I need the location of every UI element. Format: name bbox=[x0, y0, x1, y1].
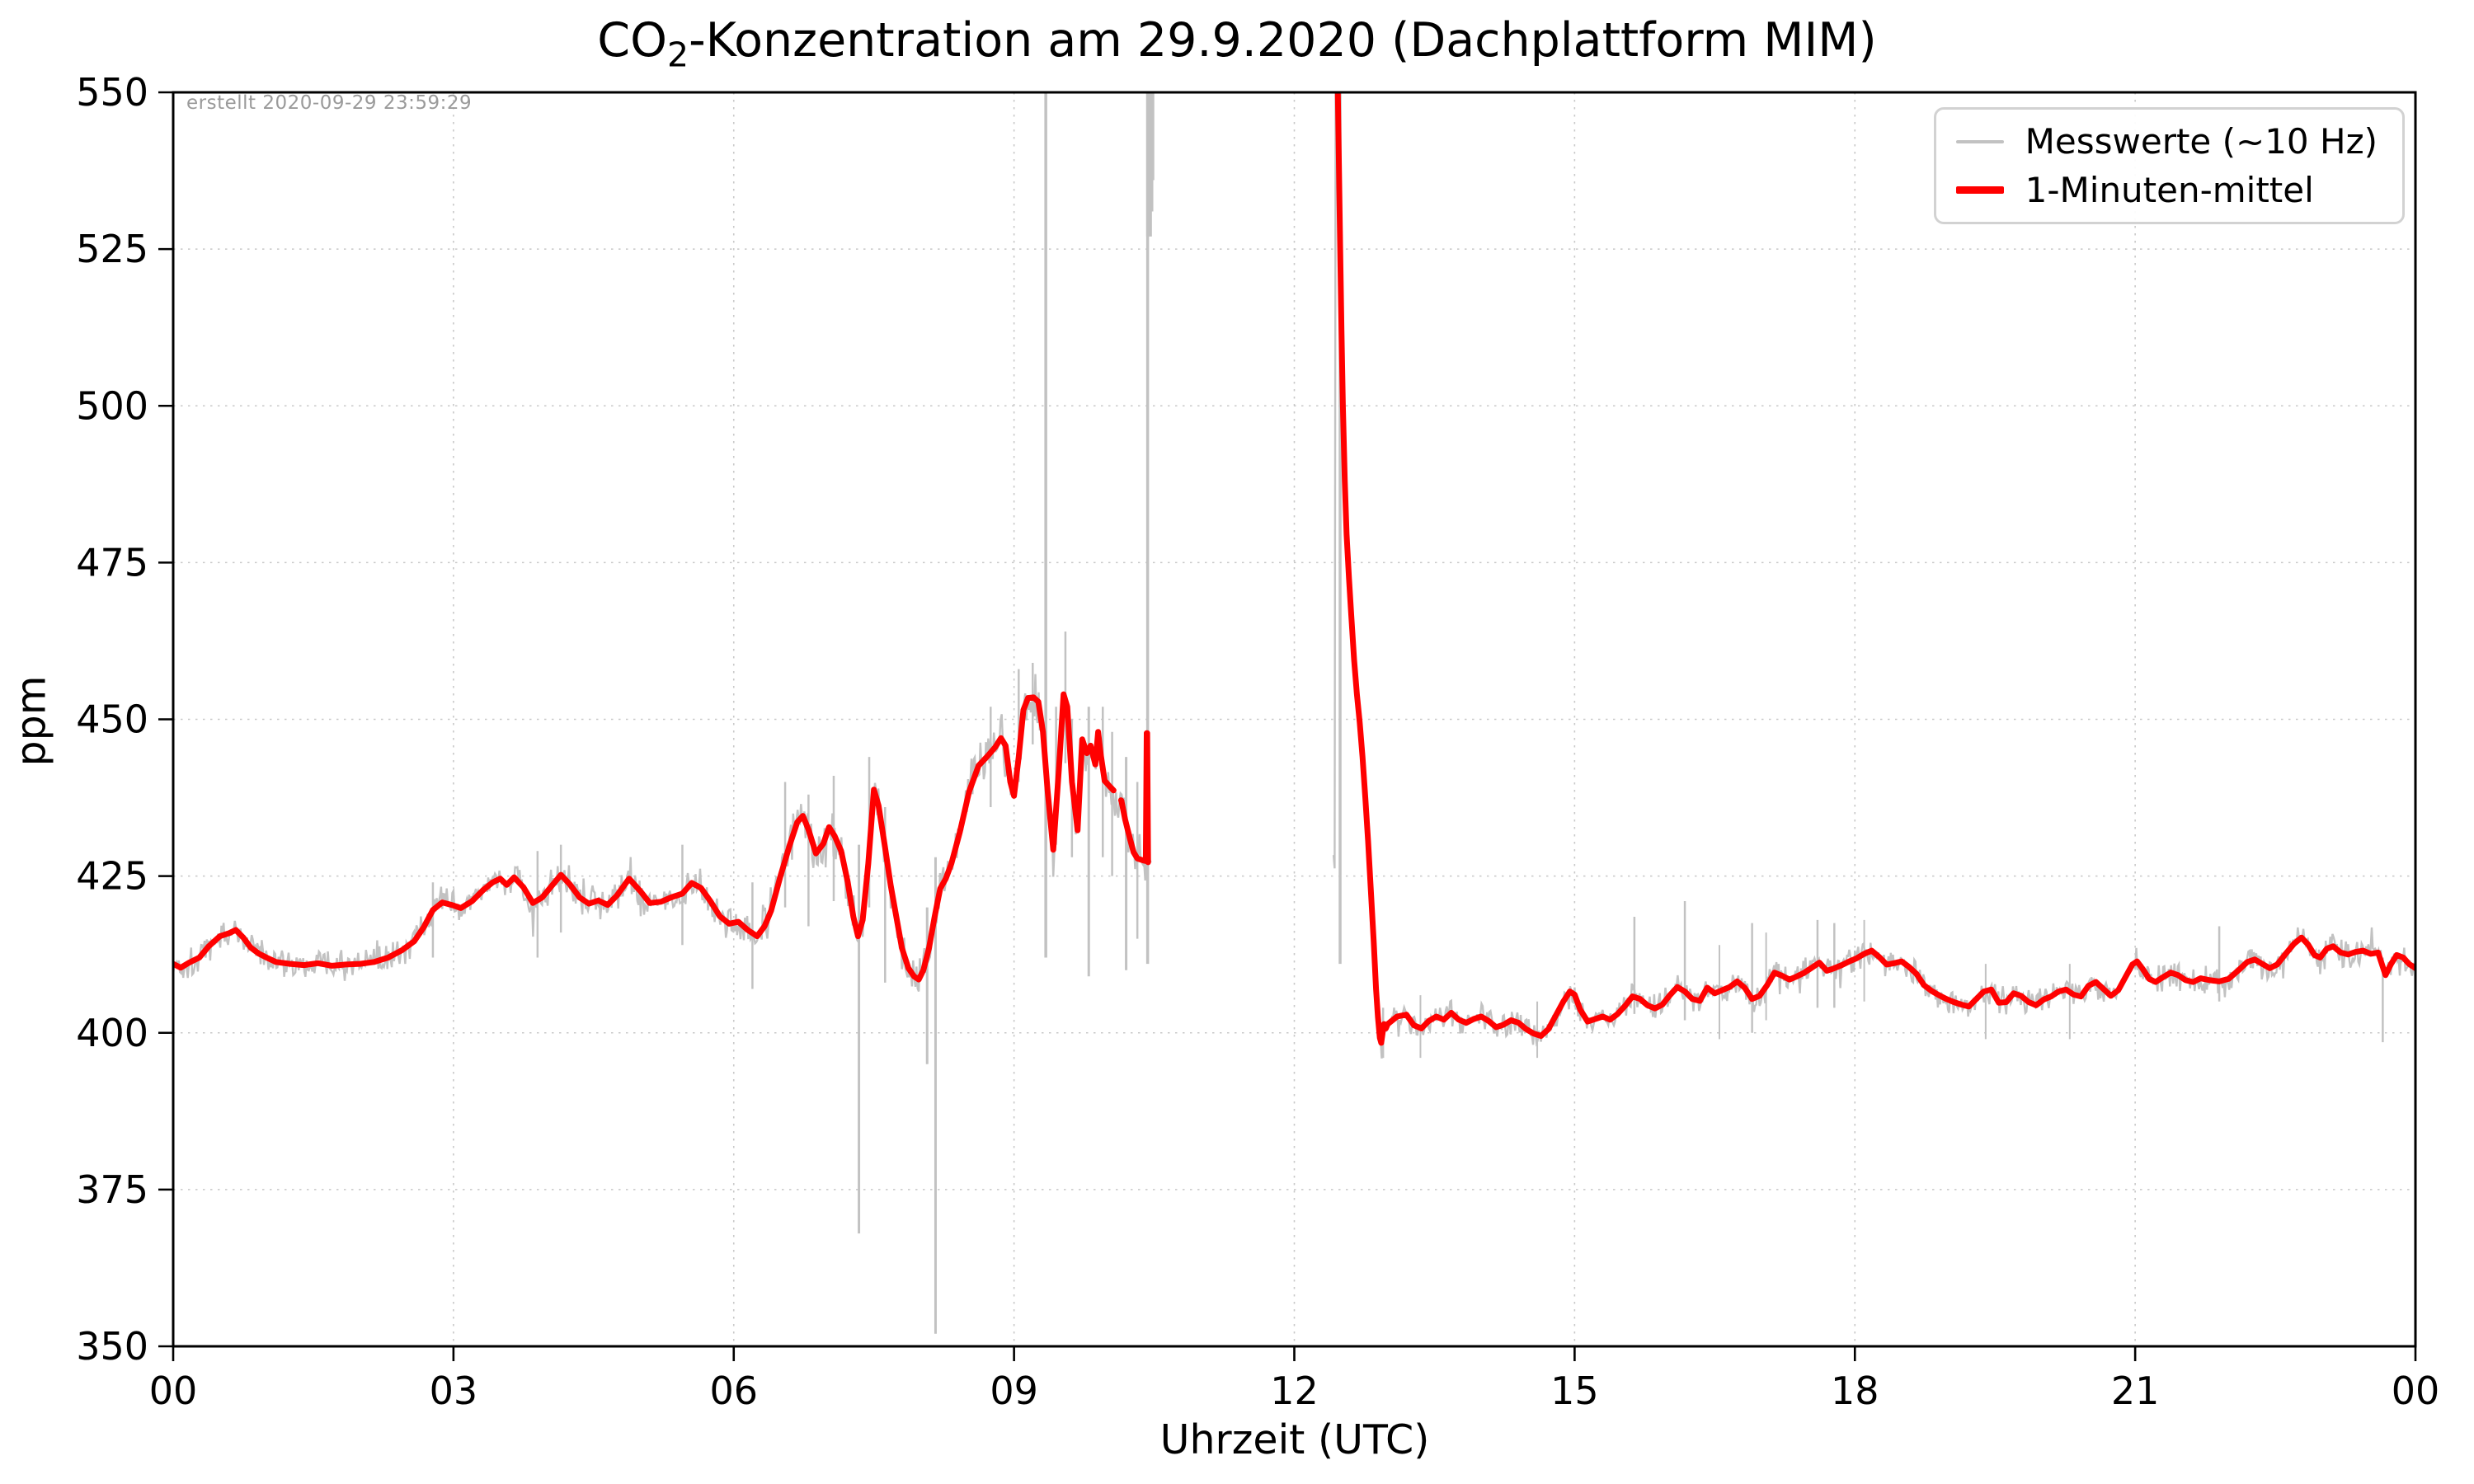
y-axis-label: ppm bbox=[7, 675, 55, 767]
y-tick-label: 500 bbox=[76, 383, 148, 428]
y-tick-label: 400 bbox=[76, 1011, 148, 1055]
y-tick-label: 550 bbox=[76, 70, 148, 115]
created-timestamp-note: erstellt 2020-09-29 23:59:29 bbox=[186, 92, 473, 114]
mean-line-morning-dashed bbox=[1102, 777, 1125, 804]
y-tick-label: 525 bbox=[76, 227, 148, 271]
chart-title-prefix: CO bbox=[597, 13, 667, 68]
raw-measurements-line-morning bbox=[173, 674, 1152, 992]
x-tick-label: 03 bbox=[430, 1369, 478, 1413]
grid-lines bbox=[172, 92, 2416, 1347]
y-tick-label: 375 bbox=[76, 1167, 148, 1212]
x-tick-label: 18 bbox=[1831, 1369, 1879, 1413]
mean-line-morning bbox=[173, 691, 1108, 983]
legend-entry-raw: Messwerte (~10 Hz) bbox=[1955, 121, 2378, 162]
legend-entry-mean: 1-Minuten-mittel bbox=[1955, 170, 2378, 210]
x-tick-label: 21 bbox=[2111, 1369, 2160, 1413]
tick-marks bbox=[158, 91, 2417, 1361]
x-tick-label: 06 bbox=[709, 1369, 758, 1413]
legend-label-mean: 1-Minuten-mittel bbox=[2025, 170, 2314, 210]
y-tick-label: 425 bbox=[76, 854, 148, 899]
x-tick-label: 00 bbox=[149, 1369, 198, 1413]
x-tick-label: 15 bbox=[1550, 1369, 1599, 1413]
legend-label-raw: Messwerte (~10 Hz) bbox=[2025, 121, 2378, 162]
mean-line-morning-tail bbox=[1118, 730, 1151, 866]
x-tick-label: 12 bbox=[1270, 1369, 1319, 1413]
y-tick-label: 475 bbox=[76, 540, 148, 585]
chart-title-subscript: 2 bbox=[666, 35, 689, 75]
x-tick-label: 00 bbox=[2392, 1369, 2440, 1413]
chart-title-suffix: -Konzentration am 29.9.2020 (Dachplattfo… bbox=[689, 13, 1877, 68]
data-series-group bbox=[173, 92, 2415, 1334]
legend-box: Messwerte (~10 Hz) 1-Minuten-mittel bbox=[1933, 107, 2405, 224]
x-axis-label: Uhrzeit (UTC) bbox=[1159, 1416, 1430, 1463]
mean-line-afternoon bbox=[1334, 92, 2415, 1046]
y-tick-label: 350 bbox=[76, 1324, 148, 1369]
chart-title: CO2-Konzentration am 29.9.2020 (Dachplat… bbox=[0, 13, 2474, 74]
raw-line-sample bbox=[1955, 139, 2004, 143]
y-tick-label: 450 bbox=[76, 697, 148, 742]
x-tick-label: 09 bbox=[990, 1369, 1038, 1413]
mean-line-sample bbox=[1955, 186, 2004, 194]
raw-measurement-spikes bbox=[431, 92, 2384, 1334]
tick-labels: 00 03 06 09 12 15 18 21 003503754004254504755005… bbox=[76, 70, 2439, 1413]
